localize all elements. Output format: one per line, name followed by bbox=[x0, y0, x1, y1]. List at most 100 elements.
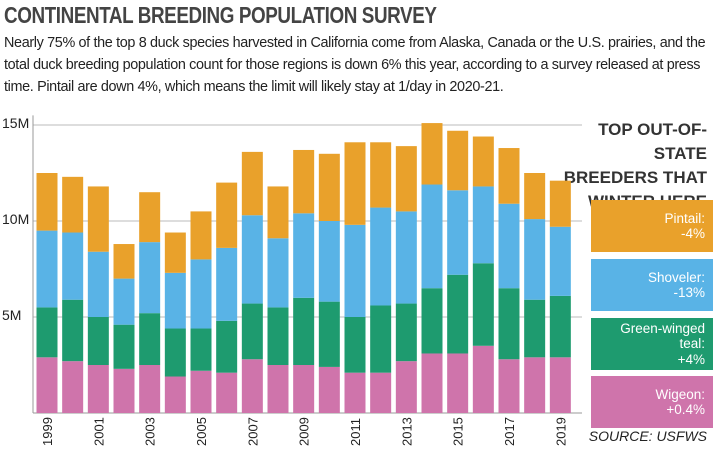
bar-segment bbox=[395, 303, 417, 362]
bar-segment bbox=[190, 259, 212, 329]
bar-segment bbox=[318, 153, 340, 221]
bar-segment bbox=[62, 299, 84, 362]
bar-segment bbox=[447, 274, 469, 354]
bar-segment bbox=[139, 242, 161, 314]
bar-segment bbox=[370, 372, 392, 413]
bar-segment bbox=[113, 244, 135, 279]
bar-segment bbox=[498, 359, 520, 413]
bar-segment bbox=[293, 365, 315, 413]
legend-change: -13% bbox=[673, 285, 705, 300]
bar-segment bbox=[472, 345, 494, 413]
bar-segment bbox=[62, 232, 84, 300]
bar-segment bbox=[267, 238, 289, 308]
bar-segment bbox=[164, 272, 186, 329]
bar-segment bbox=[87, 317, 109, 365]
bar-segment bbox=[62, 176, 84, 233]
bar-segment bbox=[164, 232, 186, 273]
x-tick-label: 1999 bbox=[40, 417, 55, 446]
legend-change: -4% bbox=[680, 226, 705, 241]
bar-segment bbox=[318, 366, 340, 413]
chart: 5M 10M 15M 1999 2001 2003 2005 2007 2009 2011 2013… bbox=[2, 115, 582, 446]
bar-segment bbox=[36, 230, 58, 308]
legend-entry: Green-winged teal: +4% bbox=[591, 318, 713, 370]
bar-segment bbox=[190, 370, 212, 413]
bar-segment bbox=[241, 303, 263, 360]
bar-segment bbox=[344, 317, 366, 373]
bar-segment bbox=[36, 357, 58, 413]
bar-segment bbox=[344, 224, 366, 317]
bar-segment bbox=[113, 278, 135, 325]
y-tick-label: 15M bbox=[2, 115, 29, 131]
bar-segment bbox=[447, 353, 469, 413]
bar-segment bbox=[549, 295, 571, 358]
bar-segment bbox=[344, 142, 366, 225]
bar-segment bbox=[190, 328, 212, 371]
bar-segment bbox=[344, 372, 366, 413]
x-tick-label: 2001 bbox=[91, 417, 106, 446]
bar-segment bbox=[524, 173, 546, 220]
bar-segment bbox=[293, 297, 315, 365]
bar-segment bbox=[293, 149, 315, 214]
bar-segment bbox=[421, 123, 443, 185]
bar-segment bbox=[113, 324, 135, 369]
x-tick-label: 2003 bbox=[143, 417, 158, 446]
bar-segment bbox=[318, 301, 340, 367]
legend-entry: Pintail: -4% bbox=[591, 200, 713, 252]
legend-change: +0.4% bbox=[666, 402, 705, 417]
bar-segment bbox=[139, 192, 161, 243]
bar-segment bbox=[395, 361, 417, 413]
legend-label: Pintail: bbox=[664, 210, 705, 226]
bar-segment bbox=[549, 357, 571, 413]
bar-segment bbox=[216, 372, 238, 413]
bar-segment bbox=[370, 207, 392, 306]
bar-segment bbox=[267, 307, 289, 365]
bar-segment bbox=[190, 211, 212, 260]
bar-segment bbox=[36, 307, 58, 358]
legend-label: Wigeon: bbox=[655, 386, 705, 402]
bar-segment bbox=[293, 213, 315, 298]
source: SOURCE: USFWS bbox=[588, 428, 707, 444]
x-tick-label: 2015 bbox=[451, 417, 466, 446]
bar-segment bbox=[524, 219, 546, 300]
bar-segment bbox=[267, 365, 289, 413]
bar-segment bbox=[139, 365, 161, 413]
bar-segment bbox=[241, 151, 263, 216]
bar-segment bbox=[498, 203, 520, 289]
bar-segment bbox=[472, 136, 494, 187]
x-tick-label: 2007 bbox=[245, 417, 260, 446]
bar-segment bbox=[549, 226, 571, 296]
bar-segment bbox=[164, 328, 186, 377]
legend-entry: Wigeon: +0.4% bbox=[591, 376, 713, 428]
bar-segment bbox=[421, 184, 443, 289]
bar-segment bbox=[216, 182, 238, 248]
bar-segment bbox=[87, 186, 109, 252]
bar-segment bbox=[524, 357, 546, 413]
x-tick-label: 2013 bbox=[399, 417, 414, 446]
bar-segment bbox=[113, 368, 135, 413]
bar-segment bbox=[241, 359, 263, 413]
bar-segment bbox=[370, 305, 392, 373]
bar-segment bbox=[421, 288, 443, 354]
bar-segment bbox=[549, 180, 571, 227]
bar-segment bbox=[447, 130, 469, 191]
bar-segment bbox=[395, 211, 417, 304]
bar-segment bbox=[267, 186, 289, 239]
bar-segment bbox=[62, 361, 84, 413]
legend-label: Green-winged teal: bbox=[620, 320, 705, 352]
bar-segment bbox=[472, 186, 494, 264]
y-tick-label: 5M bbox=[2, 307, 21, 323]
bar-segment bbox=[216, 320, 238, 373]
bar-segment bbox=[87, 365, 109, 413]
bar-segment bbox=[524, 299, 546, 358]
bar-segment bbox=[36, 173, 58, 231]
bar-segment bbox=[498, 288, 520, 360]
y-tick-label: 10M bbox=[2, 211, 29, 227]
x-tick-label: 2011 bbox=[348, 418, 363, 446]
bar-segment bbox=[498, 148, 520, 204]
bar-segment bbox=[318, 221, 340, 302]
x-tick-label: 2005 bbox=[194, 417, 209, 446]
legend-entry: Shoveler: -13% bbox=[591, 259, 713, 311]
bar-segment bbox=[216, 247, 238, 321]
bar-segment bbox=[370, 142, 392, 208]
